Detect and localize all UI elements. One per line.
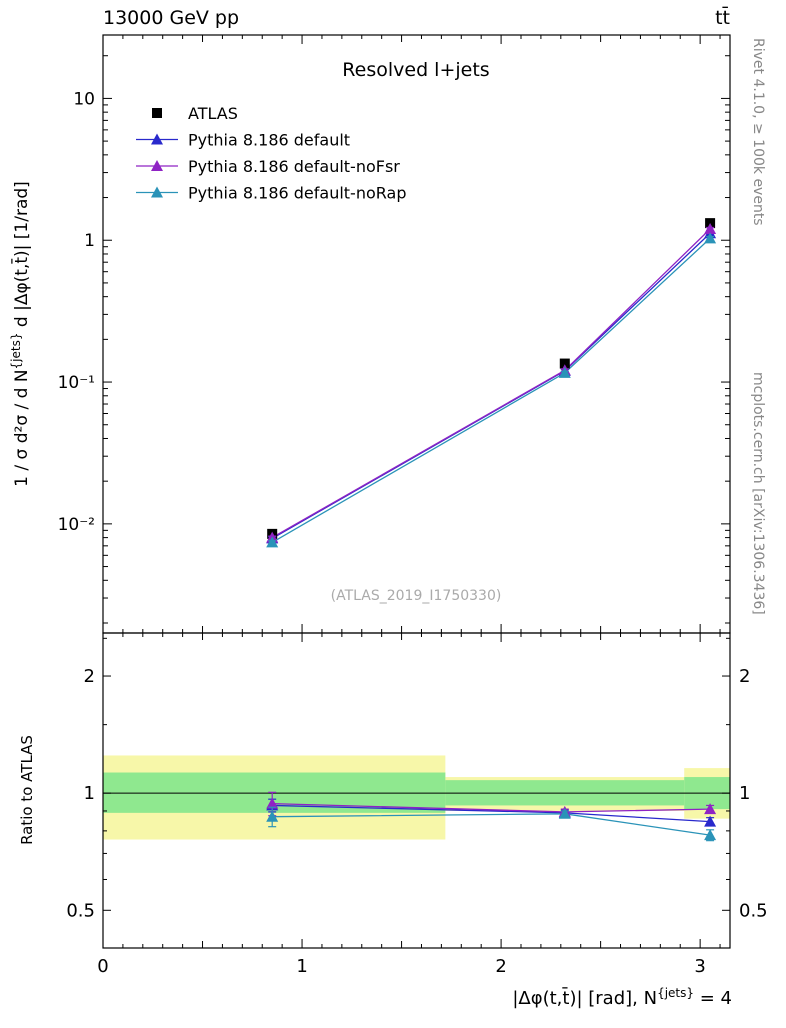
y-tick-label: 10 (73, 89, 95, 109)
data-point-triangle (558, 807, 571, 819)
y-tick-label: 1 (84, 231, 95, 251)
plot-title: Resolved l+jets (342, 59, 489, 81)
data-point-triangle (266, 797, 279, 809)
data-point-triangle (704, 223, 717, 235)
data-point-triangle (704, 829, 717, 841)
ratio-axis-label: Ratio to ATLAS (18, 735, 36, 845)
legend-label: Pythia 8.186 default-noFsr (188, 157, 400, 176)
legend-marker (151, 160, 163, 171)
mcplots-arxiv-label: mcplots.cern.ch [arXiv:1306.3436] (750, 372, 766, 615)
legend-marker (152, 108, 162, 118)
ratio-tick-label-right: 0.5 (739, 900, 768, 921)
series-line (271, 228, 711, 539)
ratio-tick-label-right: 1 (739, 783, 750, 804)
legend-marker (151, 186, 163, 198)
x-tick-label: 2 (495, 956, 506, 977)
data-point-triangle (266, 810, 279, 822)
analysis-watermark: (ATLAS_2019_I1750330) (331, 588, 502, 604)
series-line (271, 237, 711, 543)
chart-layer: 0 1 2 3 10 1 10⁻¹ 10⁻² 2 2 1 1 0.5 0.5 ATLAS Pythia 8.1… (58, 34, 768, 977)
ratio-tick-label-left: 1 (84, 783, 95, 804)
y-tick-label: 10⁻¹ (58, 373, 95, 393)
y-tick-label: 10⁻² (58, 515, 95, 535)
process-label: tt̄ (715, 5, 730, 29)
x-tick-label: 3 (694, 956, 705, 977)
ratio-panel-frame (102, 632, 731, 949)
data-point-triangle (704, 815, 717, 827)
x-tick-label: 1 (296, 956, 307, 977)
legend-marker (151, 133, 163, 145)
ratio-tick-label-left: 0.5 (66, 900, 95, 921)
y-axis-label: 1 / σ d²σ / d N{jets} d |Δφ(t,t̄)| [1/ra… (9, 181, 32, 487)
x-axis-label: |Δφ(t,t̄)| [rad], N{jets} = 4 (512, 986, 732, 1009)
x-tick-label: 0 (97, 956, 108, 977)
data-point-triangle (266, 536, 279, 548)
data-point-triangle (704, 803, 717, 815)
data-point-triangle (704, 232, 717, 244)
legend-label: ATLAS (188, 104, 238, 123)
legend-label: Pythia 8.186 default (188, 131, 350, 150)
data-point-triangle (558, 366, 571, 378)
beam-energy-label: 13000 GeV pp (103, 7, 239, 29)
ratio-tick-label-left: 2 (84, 666, 95, 687)
ratio-tick-label-right: 2 (739, 666, 750, 687)
main-panel-frame (102, 34, 731, 634)
data-point-square (559, 358, 570, 369)
rivet-version-label: Rivet 4.1.0, ≥ 100k events (750, 38, 766, 226)
legend-label: Pythia 8.186 default-noRap (188, 184, 406, 203)
series-line (271, 232, 711, 539)
